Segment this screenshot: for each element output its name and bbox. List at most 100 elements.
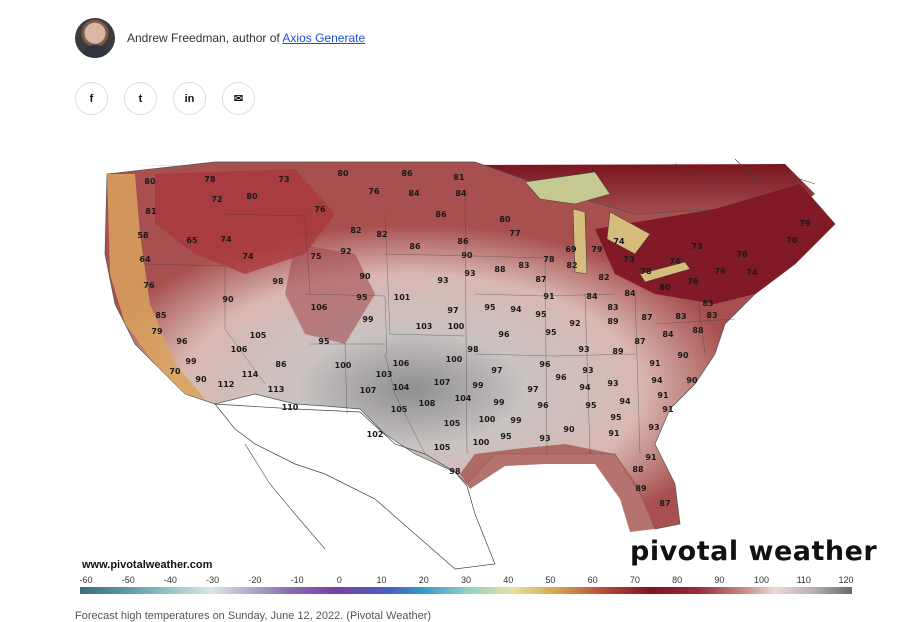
linkedin-icon: in [184,92,195,105]
author-newsletter-link[interactable]: Axios Generate [282,31,366,45]
temperature-label: 95 [545,328,557,337]
brand-logo-text: pivotal weather [630,536,878,567]
temperature-label: 95 [610,413,622,422]
temperature-label: 86 [435,210,447,219]
temperature-label: 74 [669,257,681,266]
temperature-label: 93 [464,269,475,278]
temperature-label: 72 [211,195,222,204]
temperature-label: 92 [569,319,580,328]
temperature-label: 100 [448,322,465,331]
temperature-label: 93 [648,423,659,432]
temperature-label: 78 [640,267,652,276]
temperature-label: 100 [473,438,490,447]
temperature-label: 86 [457,237,469,246]
temperature-label: 108 [419,399,436,408]
temperature-label: 98 [467,345,479,354]
temperature-label: 80 [246,192,258,201]
temperature-label: 83 [706,311,717,320]
scale-tick-label: 80 [672,575,683,585]
temperature-label: 82 [376,230,387,239]
temperature-label: 80 [144,177,156,186]
map-graphic: 80 78 72 81 58 65 74 64 74 76 90 85 79 96 99 70 90 112 106… [104,158,836,570]
temperature-label: 73 [691,242,702,251]
scale-tick-label: 10 [376,575,387,585]
temperature-label: 94 [579,383,591,392]
temperature-label: 84 [662,330,674,339]
temperature-label: 83 [607,303,618,312]
temperature-label: 83 [675,312,686,321]
temperature-label: 81 [453,173,465,182]
temperature-label: 97 [491,366,502,375]
scale-tick-label: 30 [460,575,472,585]
facebook-share-button[interactable]: f [75,82,108,115]
temperature-label: 96 [537,401,549,410]
temperature-label: 94 [619,397,631,406]
temperature-label: 75 [310,252,322,261]
temperature-label: 104 [455,394,472,403]
forecast-temperature-map: 80 78 72 81 58 65 74 64 74 76 90 85 79 96 99 70 90 112 106… [95,154,862,574]
temperature-label: 99 [472,381,484,390]
temperature-label: 79 [591,245,603,254]
temperature-label: 99 [510,416,522,425]
temperature-label: 103 [376,370,393,379]
scale-tick-label: 70 [629,575,640,585]
temperature-label: 82 [350,226,361,235]
temperature-label: 90 [686,376,698,385]
temperature-label: 84 [455,189,467,198]
temperature-label: 100 [446,355,463,364]
temperature-label: 85 [155,311,167,320]
email-share-button[interactable]: ✉ [222,82,255,115]
temperature-label: 95 [535,310,547,319]
temperature-label: 91 [543,292,555,301]
temperature-label: 84 [408,189,420,198]
scale-tick-label: 60 [587,575,598,585]
lake-superior [524,171,611,205]
share-buttons: f t in ✉ [75,82,255,115]
canada-coastlines [674,158,816,185]
temperature-label: 94 [510,305,522,314]
scale-tick-label: -30 [206,575,220,585]
temperature-label: 112 [218,380,235,389]
facebook-icon: f [89,92,94,105]
west-coast-cool-band [107,174,205,399]
temperature-label: 90 [222,295,234,304]
temperature-label: 97 [447,306,458,315]
scale-tick-label: -10 [290,575,304,585]
temperature-label: 103 [416,322,433,331]
lake-erie [639,261,691,283]
temperature-label: 91 [662,405,674,414]
temperature-label: 89 [612,347,624,356]
northwest-region [155,169,335,274]
temperature-label: 102 [367,430,384,439]
lake-michigan [572,208,588,275]
temperature-label: 86 [409,242,421,251]
scale-tick-labels: -60 -50 -40 -30 -20 -10 0 10 20 30 40 50 60 70 80 90 100… [79,575,854,586]
temperature-label: 99 [493,398,505,407]
linkedin-share-button[interactable]: in [173,82,206,115]
twitter-share-button[interactable]: t [124,82,157,115]
temperature-label: 107 [360,386,377,395]
temperature-labels: 80 78 72 81 58 65 74 64 74 76 90 85 79 96 99 70 90 112 106… [137,169,811,508]
temperature-label: 65 [186,236,198,245]
scale-tick-label: 0 [336,575,342,585]
temperature-label: 78 [543,255,555,264]
temperature-label: 97 [527,385,538,394]
temperature-label: 69 [565,245,577,254]
temperature-label: 74 [613,237,625,246]
scale-tick-label: 120 [838,575,854,585]
temperature-label: 70 [786,236,798,245]
temperature-label: 105 [434,443,451,452]
scale-tick-label: -20 [248,575,262,585]
temperature-label: 70 [169,367,181,376]
temperature-label: 91 [649,359,661,368]
author-byline: Andrew Freedman, author of Axios Generat… [75,18,365,58]
temperature-label: 80 [337,169,349,178]
temperature-label: 86 [275,360,287,369]
temperature-label: 87 [535,275,546,284]
temperature-label: 106 [393,359,410,368]
temperature-label: 92 [340,247,351,256]
scale-tick-label: 20 [418,575,429,585]
temperature-label: 96 [555,373,567,382]
temperature-label: 87 [659,499,670,508]
temperature-label: 90 [359,272,371,281]
